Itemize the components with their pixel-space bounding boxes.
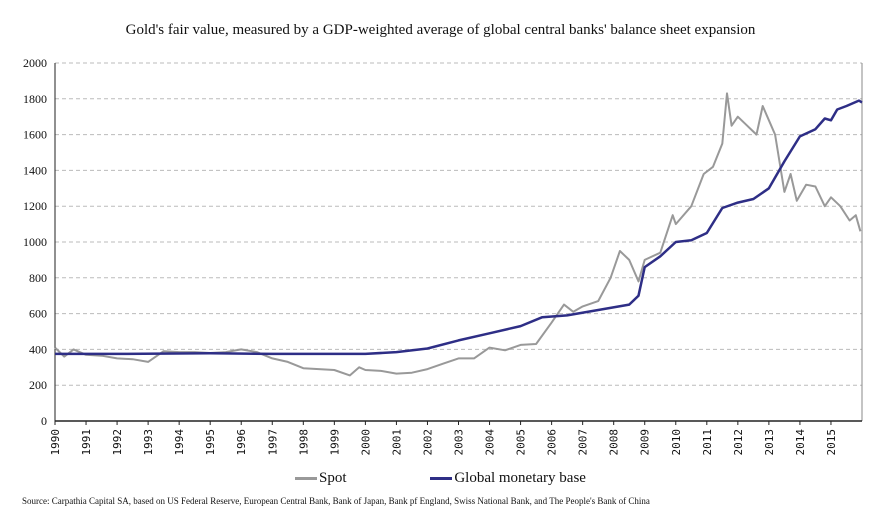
y-tick-label: 1200 bbox=[23, 199, 47, 213]
x-tick-label: 1993 bbox=[142, 429, 155, 456]
x-tick-label: 2001 bbox=[390, 429, 403, 456]
y-tick-label: 0 bbox=[41, 414, 47, 428]
x-tick-label: 2000 bbox=[359, 429, 372, 456]
y-tick-label: 1600 bbox=[23, 128, 47, 142]
x-tick-label: 2006 bbox=[546, 429, 559, 456]
x-tick-label: 2007 bbox=[577, 429, 590, 456]
y-tick-label: 1000 bbox=[23, 235, 47, 249]
y-tick-label: 200 bbox=[29, 378, 47, 392]
x-tick-label: 2010 bbox=[670, 429, 683, 456]
x-tick-label: 2015 bbox=[825, 429, 838, 456]
x-tick-label: 2003 bbox=[453, 429, 466, 456]
series-line-global-monetary-base bbox=[55, 99, 863, 356]
chart-title: Gold's fair value, measured by a GDP-wei… bbox=[125, 22, 756, 38]
legend: Spot Global monetary base bbox=[0, 470, 881, 487]
x-tick-label: 2009 bbox=[639, 429, 652, 456]
series-line-spot bbox=[54, 92, 862, 377]
legend-label: Global monetary base bbox=[454, 470, 586, 486]
x-tick-label: 2004 bbox=[484, 429, 497, 456]
x-tick-label: 1996 bbox=[235, 429, 248, 456]
x-tick-label: 1999 bbox=[328, 429, 341, 456]
x-tick-label: 2008 bbox=[608, 429, 621, 456]
legend-label: Spot bbox=[319, 470, 347, 486]
x-tick-label: 1997 bbox=[266, 429, 279, 456]
x-tick-label: 1994 bbox=[173, 429, 186, 456]
y-tick-label: 1800 bbox=[23, 92, 47, 106]
x-tick-label: 2005 bbox=[515, 429, 528, 456]
x-tick-label: 1990 bbox=[49, 429, 62, 456]
legend-base: Global monetary base bbox=[430, 470, 586, 486]
legend-spot: Spot bbox=[295, 470, 347, 486]
source-note: Source: Carpathia Capital SA, based on U… bbox=[22, 496, 650, 506]
y-tick-label: 400 bbox=[29, 342, 47, 356]
x-tick-label: 2013 bbox=[763, 429, 776, 456]
y-tick-label: 600 bbox=[29, 307, 47, 321]
x-tick-label: 2012 bbox=[732, 429, 745, 456]
x-tick-label: 2014 bbox=[794, 429, 807, 456]
x-tick-label: 1992 bbox=[111, 429, 124, 456]
x-tick-label: 1991 bbox=[80, 429, 93, 456]
y-tick-label: 1400 bbox=[23, 163, 47, 177]
x-tick-label: 2002 bbox=[421, 429, 434, 456]
legend-swatch-base bbox=[430, 477, 453, 481]
x-tick-label: 2011 bbox=[701, 429, 714, 456]
y-tick-label: 800 bbox=[29, 271, 47, 285]
y-tick-label: 2000 bbox=[23, 56, 47, 70]
x-tick-label: 1995 bbox=[204, 429, 217, 456]
x-tick-label: 1998 bbox=[297, 429, 310, 456]
legend-swatch-spot bbox=[295, 477, 318, 481]
